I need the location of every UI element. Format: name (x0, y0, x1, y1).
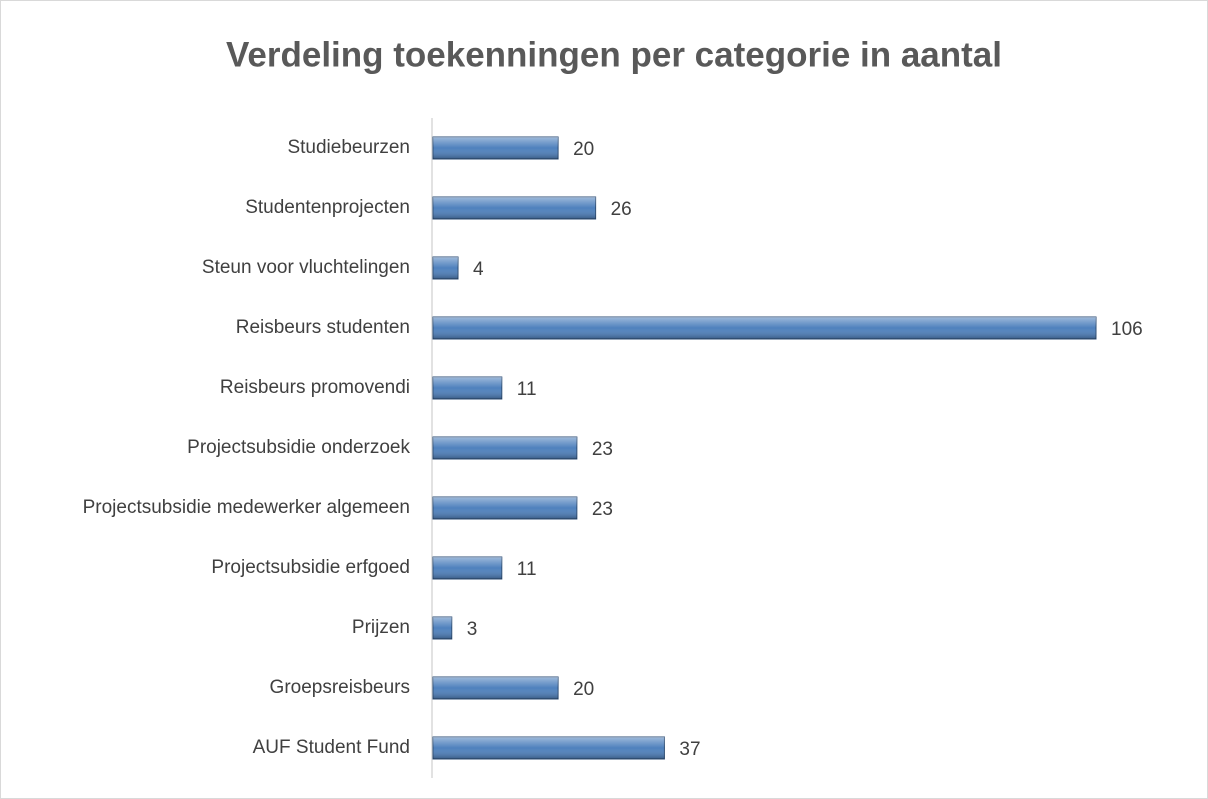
category-label: Prijzen (352, 617, 410, 638)
bar-shade (433, 677, 559, 699)
category-label: Reisbeurs promovendi (220, 377, 410, 398)
category-label: Projectsubsidie medewerker algemeen (83, 497, 410, 518)
bar-shade (433, 557, 502, 579)
data-label: 20 (573, 139, 594, 160)
data-label: 11 (517, 559, 537, 580)
data-label: 23 (592, 439, 613, 460)
bar-shade (433, 737, 665, 759)
bar-shade (433, 377, 502, 399)
category-label: Studentenprojecten (245, 197, 410, 218)
bar-shade (433, 137, 559, 159)
bar-shade (433, 617, 452, 639)
category-label: Groepsreisbeurs (270, 677, 410, 698)
category-label: Projectsubsidie onderzoek (187, 437, 410, 458)
data-label: 37 (679, 739, 700, 760)
data-label: 11 (517, 379, 537, 400)
bar-shade (433, 257, 459, 279)
category-label: Steun voor vluchtelingen (202, 257, 410, 278)
category-label: Studiebeurzen (287, 137, 410, 158)
data-label: 20 (573, 679, 594, 700)
category-label: AUF Student Fund (253, 737, 410, 758)
bar-shade (433, 317, 1096, 339)
data-label: 4 (473, 259, 484, 280)
data-label: 23 (592, 499, 613, 520)
category-label: Projectsubsidie erfgoed (211, 557, 410, 578)
bar-shade (433, 437, 577, 459)
bar-shade (433, 497, 577, 519)
data-label: 3 (467, 619, 478, 640)
data-label: 26 (611, 199, 632, 220)
category-label: Reisbeurs studenten (236, 317, 410, 338)
chart-title: Verdeling toekenningen per categorie in … (226, 35, 1002, 74)
bar-shade (433, 197, 596, 219)
data-label: 106 (1111, 319, 1143, 340)
